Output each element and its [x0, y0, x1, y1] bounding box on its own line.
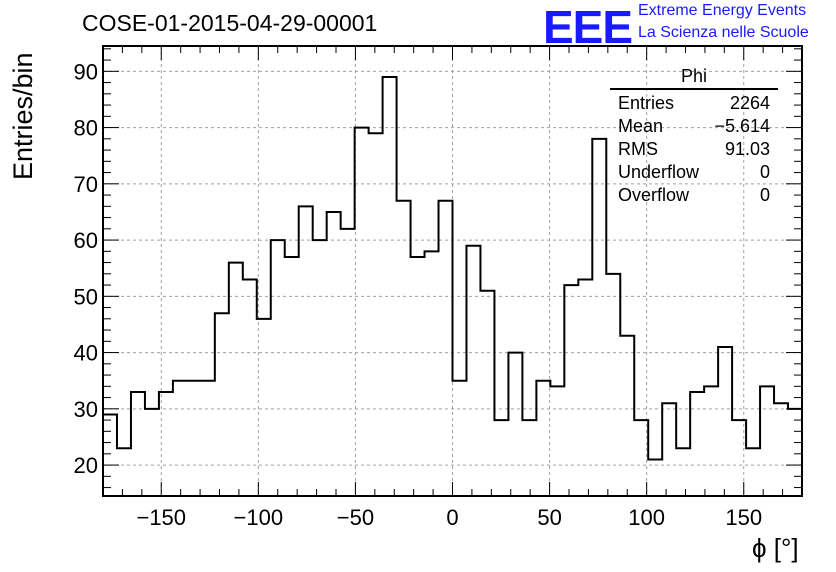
stats-row-underflow: Underflow 0 — [610, 161, 778, 184]
stats-row-mean: Mean −5.614 — [610, 115, 778, 138]
x-tick-label: −150 — [136, 505, 186, 530]
y-tick-label: 20 — [74, 453, 98, 478]
y-tick-label: 80 — [74, 116, 98, 141]
run-title: COSE-01-2015-04-29-00001 — [82, 10, 378, 36]
x-tick-label: 0 — [446, 505, 458, 530]
x-axis-label: ϕ [°] — [752, 533, 799, 563]
y-tick-label: 50 — [74, 284, 98, 309]
x-tick-label: 50 — [537, 505, 561, 530]
x-tick-label: 150 — [725, 505, 762, 530]
stats-row-rms: RMS 91.03 — [610, 138, 778, 161]
y-tick-label: 70 — [74, 172, 98, 197]
stats-row-overflow: Overflow 0 — [610, 184, 778, 207]
stats-label: Overflow — [618, 185, 690, 205]
stats-box: Phi Entries 2264 Mean −5.614 RMS 91.03 U… — [610, 66, 778, 207]
x-tick-label: −100 — [234, 505, 284, 530]
stats-value: 2264 — [729, 93, 770, 113]
logo-line-1: Extreme Energy Events — [638, 2, 807, 19]
stats-value: 0 — [759, 185, 770, 205]
stats-label: RMS — [618, 139, 658, 159]
x-tick-label: −50 — [337, 505, 374, 530]
stats-label: Entries — [618, 93, 675, 113]
y-tick-label: 30 — [74, 397, 98, 422]
stats-label: Underflow — [618, 162, 700, 182]
x-tick-label: 100 — [628, 505, 665, 530]
stats-value: −5.614 — [714, 116, 770, 136]
stats-value: 91.03 — [724, 139, 770, 159]
logo-line-2: La Scienza nelle Scuole — [638, 24, 809, 41]
stats-label: Mean — [618, 116, 664, 136]
y-tick-label: 60 — [74, 228, 98, 253]
stats-title: Phi — [610, 66, 778, 90]
histogram-series-line — [102, 75, 802, 496]
y-tick-label: 90 — [74, 59, 98, 84]
y-axis-label: Entries/bin — [8, 52, 38, 180]
stats-value: 0 — [759, 162, 770, 182]
y-tick-label: 40 — [74, 341, 98, 366]
stats-row-entries: Entries 2264 — [610, 92, 778, 115]
eee-logo: EEE — [543, 1, 633, 53]
